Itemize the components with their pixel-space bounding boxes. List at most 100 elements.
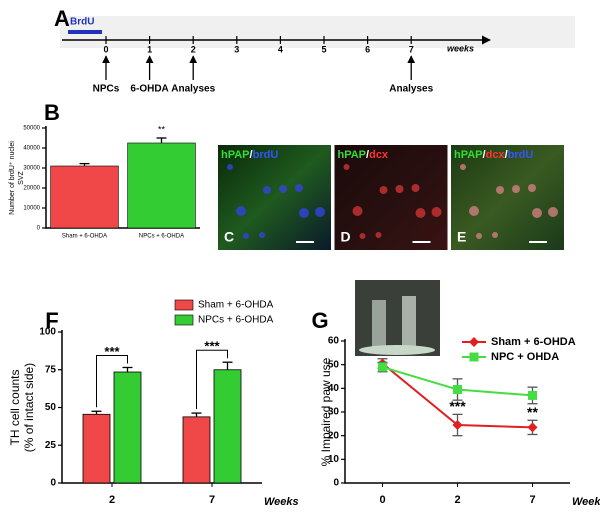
timeline-tick-label: 2 — [191, 44, 196, 54]
cell — [469, 206, 479, 216]
significance-bracket — [196, 349, 228, 410]
legend-marker — [469, 352, 479, 362]
cell — [236, 206, 246, 216]
y-tick-label: 0 — [37, 226, 41, 232]
cell — [375, 232, 382, 238]
cell — [359, 233, 366, 239]
panel-label: G — [311, 308, 328, 333]
stain-part: / — [366, 149, 369, 161]
significance: *** — [104, 344, 120, 359]
bar — [127, 142, 196, 229]
y-tick-label: 50000 — [23, 126, 40, 132]
cell — [295, 184, 303, 192]
bar — [50, 165, 119, 229]
timeline-tick-label: 0 — [103, 44, 108, 54]
significance: *** — [449, 398, 466, 414]
x-tick-label: 0 — [379, 494, 385, 506]
point — [378, 362, 387, 372]
cell — [259, 232, 265, 238]
cell — [512, 185, 520, 193]
legend-marker — [469, 337, 479, 347]
cell — [528, 184, 536, 192]
cell — [532, 208, 542, 218]
cell — [352, 206, 363, 216]
event-label: NPCs — [93, 84, 120, 95]
timeline-tick-label: 5 — [321, 44, 326, 54]
stain-part: dcx — [369, 149, 389, 161]
brdu-bar — [68, 30, 102, 34]
cell — [460, 164, 466, 170]
cell — [476, 233, 482, 239]
photo-shape — [359, 345, 435, 355]
error-bar — [222, 361, 233, 370]
panel-label: B — [44, 100, 60, 125]
cell — [227, 164, 233, 170]
stain-label: hPAP/dcx/brdU — [454, 149, 533, 161]
micrograph — [451, 145, 564, 250]
cell — [496, 186, 504, 194]
cell — [431, 207, 442, 217]
cell — [395, 185, 404, 193]
x-tick-label: Sham + 6-OHDA — [62, 234, 107, 240]
panel-label: A — [54, 6, 70, 31]
error-bar — [122, 366, 133, 373]
stain-part: hPAP — [221, 149, 250, 161]
stain-part: dcx — [486, 149, 506, 161]
y-axis-label: TH cell counts — [8, 369, 22, 445]
timeline-tick-label: 4 — [278, 44, 283, 54]
y-tick-label: 0 — [50, 478, 56, 489]
timeline-tick-label: 6 — [365, 44, 370, 54]
point — [528, 390, 537, 400]
x-axis-label: Weeks — [572, 496, 600, 508]
legend-swatch — [174, 299, 194, 311]
y-axis-label: % Impaired paw use — [319, 357, 333, 466]
y-tick-label: 10 — [328, 454, 340, 465]
y-tick-label: 25 — [45, 440, 57, 451]
photo-shape — [402, 296, 416, 348]
y-tick-label: 100 — [39, 327, 56, 338]
x-tick-label: 2 — [454, 494, 460, 506]
timeline-tick-label: 7 — [409, 44, 414, 54]
significance: *** — [204, 339, 220, 354]
cell — [415, 208, 426, 218]
x-axis-label: Weeks — [264, 496, 299, 508]
point — [452, 420, 463, 431]
y-tick-label: 0 — [333, 478, 339, 489]
stain-label: hPAP/dcx — [338, 149, 389, 161]
bar — [113, 371, 142, 484]
cell — [548, 207, 558, 217]
x-tick-label: 7 — [529, 494, 535, 506]
cell — [279, 185, 287, 193]
cell — [243, 233, 249, 239]
image-letter: C — [224, 229, 234, 245]
y-tick-label: 40 — [328, 383, 340, 394]
significance: ** — [158, 124, 166, 134]
cell — [299, 208, 309, 218]
bar — [182, 416, 211, 484]
y-tick-label: 30000 — [23, 166, 40, 172]
timeline-tick-label: 3 — [234, 44, 239, 54]
y-tick-label: 10000 — [23, 206, 40, 212]
micrograph — [218, 145, 331, 250]
y-axis-label: Number of brdU⁺ nuclei — [9, 141, 16, 215]
stain-part: / — [505, 149, 508, 161]
photo-inset — [355, 280, 440, 356]
legend-label: NPCs + 6-OHDA — [198, 315, 274, 326]
cell — [343, 164, 350, 170]
cell — [263, 186, 271, 194]
error-bar — [79, 162, 90, 166]
x-tick-label: 2 — [109, 494, 115, 506]
significance-bracket — [96, 354, 128, 408]
timeline-band — [60, 16, 575, 48]
y-tick-label: 40000 — [23, 146, 40, 152]
y-tick-label: 30 — [328, 407, 340, 418]
stain-part: hPAP — [454, 149, 483, 161]
legend-label: NPC + OHDA — [491, 351, 559, 363]
y-tick-label: 60 — [328, 336, 340, 347]
cell — [411, 184, 420, 192]
y-tick-label: 20000 — [23, 186, 40, 192]
stain-part: hPAP — [338, 149, 367, 161]
image-letter: D — [341, 229, 351, 245]
significance: ** — [527, 404, 538, 420]
